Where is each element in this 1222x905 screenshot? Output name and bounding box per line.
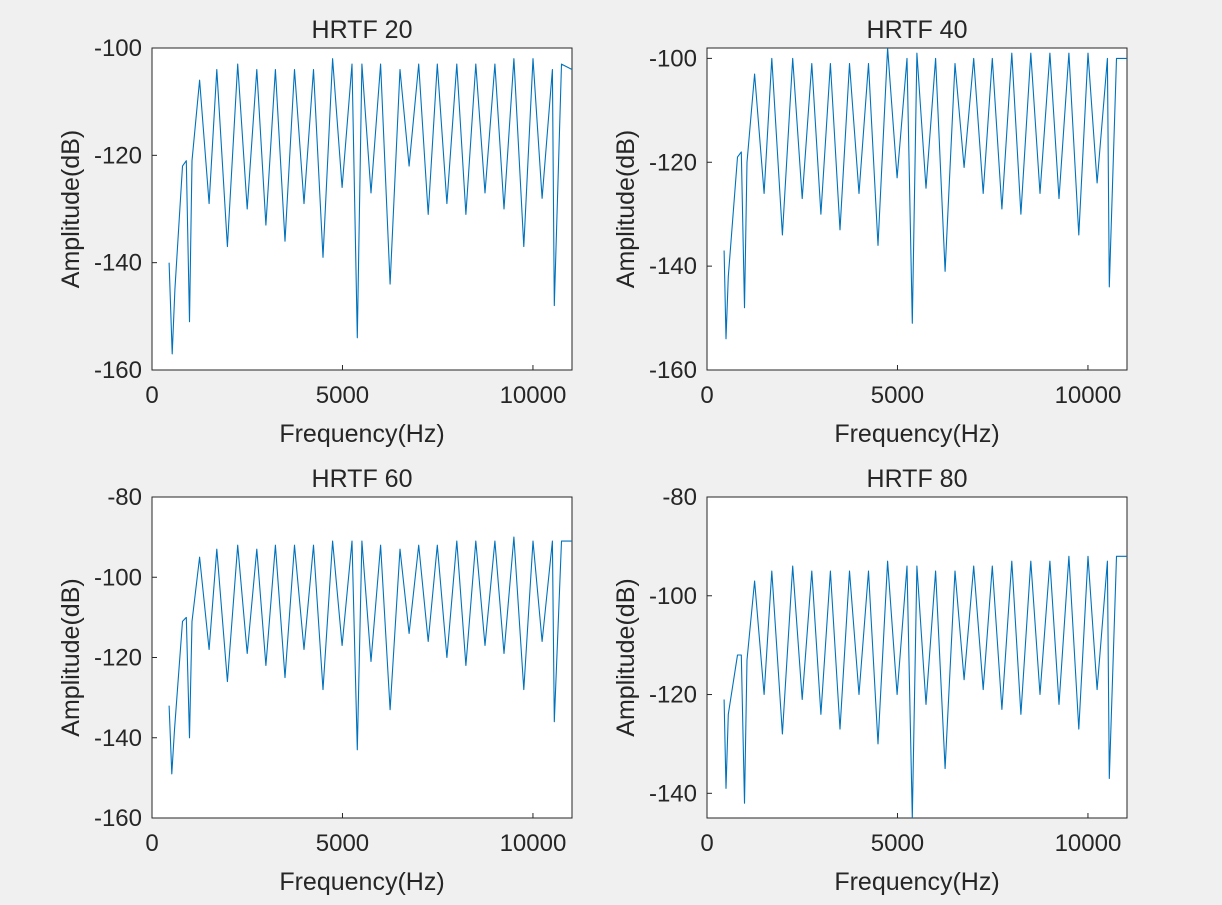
y-tick-label: -80 <box>107 484 142 511</box>
chart-title: HRTF 20 <box>312 16 413 44</box>
y-tick-label: -120 <box>94 645 142 672</box>
x-tick-label: 0 <box>700 830 713 857</box>
x-tick-label: 5000 <box>316 382 369 409</box>
y-tick-label: -160 <box>94 805 142 832</box>
subplot-3: 0 5000 10000 -160 -140 -120 -100 -80 HRTF 60 Freq… <box>57 465 573 896</box>
chart-title: HRTF 80 <box>867 465 968 493</box>
x-axis-label: Frequency(Hz) <box>834 868 999 896</box>
x-tick-label: 5000 <box>316 830 369 857</box>
series-line-1 <box>168 58 572 355</box>
x-tick-label: 0 <box>700 382 713 409</box>
subplot-2: 0 5000 10000 -160 -140 -120 -100 HRTF 40 Frequen… <box>612 16 1128 448</box>
series-line-1 <box>723 555 1127 818</box>
series-line-1 <box>723 48 1127 340</box>
y-axis-label: Amplitude(dB) <box>612 130 640 288</box>
y-tick-label: -100 <box>94 35 142 62</box>
plot-area <box>151 47 573 371</box>
x-tick-label: 10000 <box>1055 830 1122 857</box>
x-tick-label: 5000 <box>871 830 924 857</box>
x-tick-label: 10000 <box>1055 382 1122 409</box>
chart-title: HRTF 60 <box>312 465 413 493</box>
y-tick-label: -120 <box>649 149 697 176</box>
y-axis-label: Amplitude(dB) <box>57 130 85 288</box>
x-tick-label: 5000 <box>871 382 924 409</box>
y-tick-label: -160 <box>649 357 697 384</box>
plot-area <box>706 47 1128 371</box>
subplot-1: 0 5000 10000 -160 -140 -120 -100 HRTF 20 Frequen… <box>57 16 573 448</box>
y-tick-label: -140 <box>94 250 142 277</box>
plot-area <box>706 496 1128 819</box>
y-axis-label: Amplitude(dB) <box>612 578 640 736</box>
y-tick-label: -100 <box>649 583 697 610</box>
x-axis-label: Frequency(Hz) <box>279 420 444 448</box>
y-tick-label: -160 <box>94 357 142 384</box>
y-tick-label: -120 <box>649 682 697 709</box>
y-axis-label: Amplitude(dB) <box>57 578 85 736</box>
x-axis-label: Frequency(Hz) <box>834 420 999 448</box>
x-tick-label: 0 <box>145 382 158 409</box>
x-tick-label: 10000 <box>500 830 567 857</box>
chart-title: HRTF 40 <box>867 16 968 44</box>
y-tick-label: -80 <box>662 484 697 511</box>
x-axis-label: Frequency(Hz) <box>279 868 444 896</box>
y-tick-label: -140 <box>649 253 697 280</box>
x-tick-label: 10000 <box>500 382 567 409</box>
y-tick-label: -100 <box>649 45 697 72</box>
y-tick-label: -100 <box>94 564 142 591</box>
series-line-1 <box>168 536 572 775</box>
x-tick-label: 0 <box>145 830 158 857</box>
y-tick-label: -140 <box>94 725 142 752</box>
y-tick-label: -120 <box>94 142 142 169</box>
y-tick-label: -140 <box>649 780 697 807</box>
subplot-4: 0 5000 10000 -140 -120 -100 -80 HRTF 80 Frequenc… <box>612 465 1128 896</box>
